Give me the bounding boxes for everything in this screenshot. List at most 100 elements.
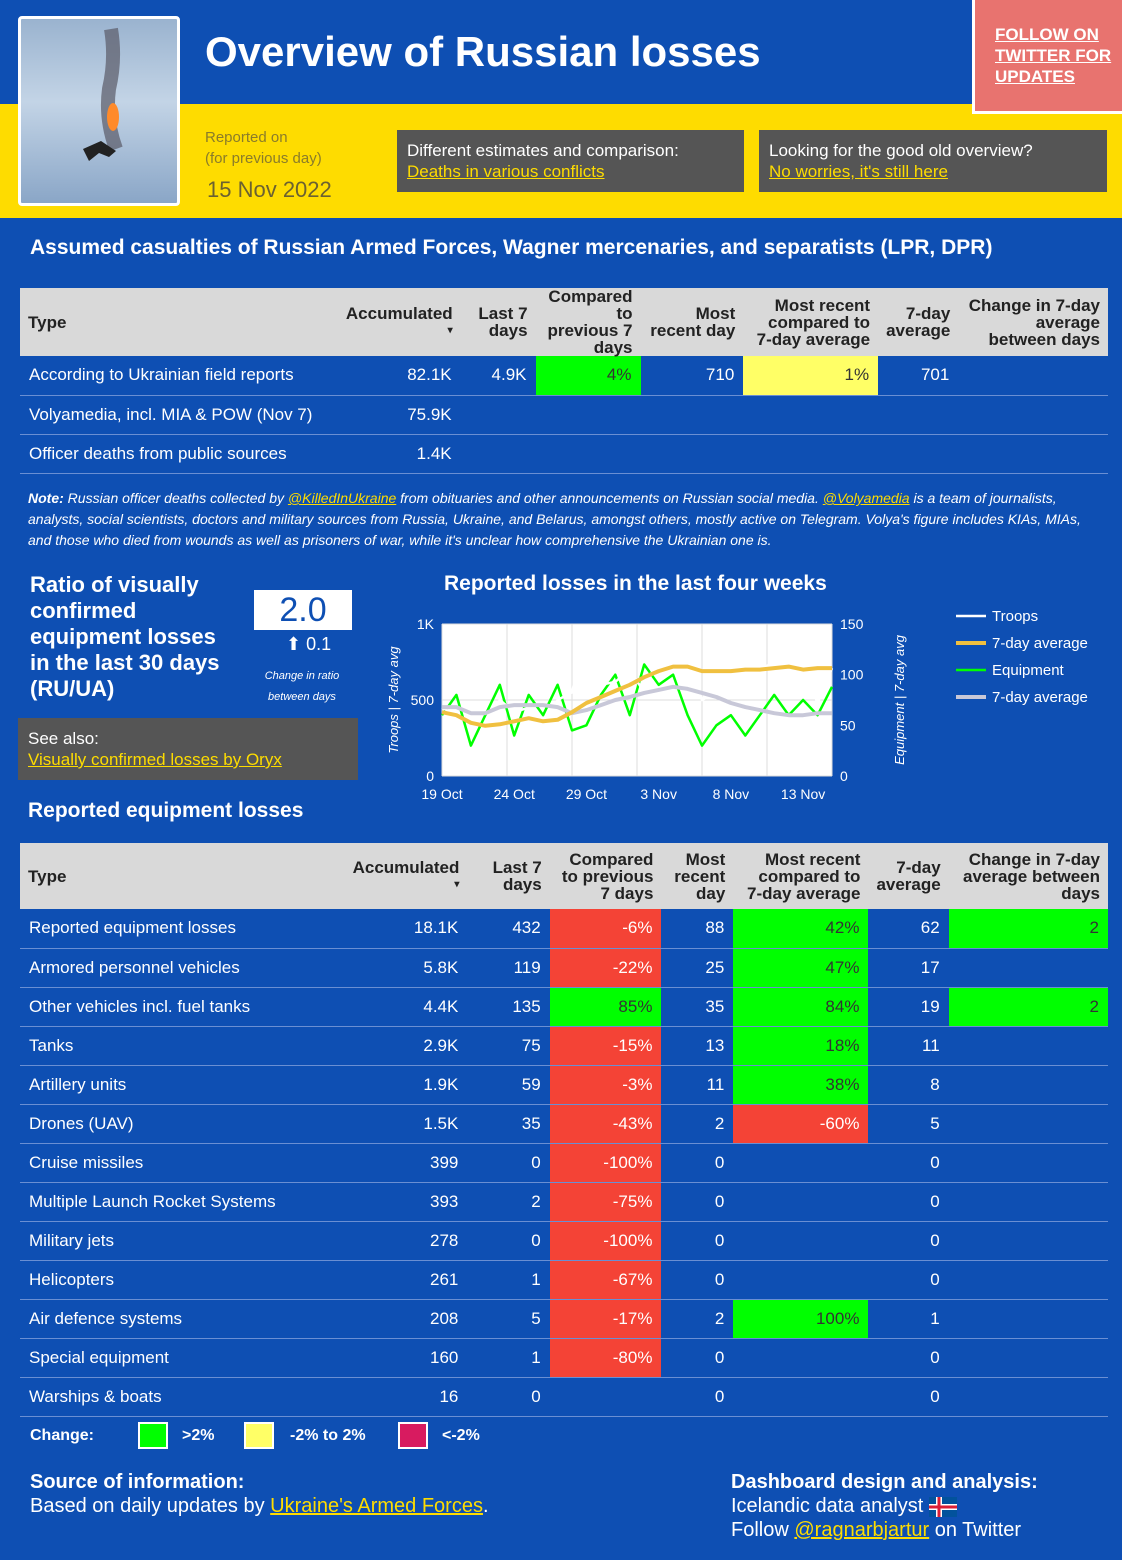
table-cell: -75%	[549, 1182, 662, 1222]
table-cell	[948, 948, 1108, 988]
page-title: Overview of Russian losses	[205, 28, 761, 75]
table-cell: -17%	[549, 1299, 662, 1339]
table-row: Artillery units 1.9K 59 -3% 11 38% 8	[20, 1065, 1108, 1105]
table-cell: 2	[661, 1299, 734, 1339]
table-row: Tanks 2.9K 75 -15% 13 18% 11	[20, 1026, 1108, 1066]
table-row: Drones (UAV) 1.5K 35 -43% 2 -60% 5	[20, 1104, 1108, 1144]
table-cell: 38%	[733, 1065, 869, 1105]
table-cell: 13	[661, 1026, 734, 1066]
source-section: Source of information: Based on daily up…	[30, 1471, 489, 1517]
table-cell: 2	[467, 1182, 550, 1222]
table-cell: Officer deaths from public sources	[20, 434, 338, 474]
table-cell: 0	[467, 1377, 550, 1417]
legend-label: Troops	[992, 608, 1038, 625]
table-row: Warships & boats 16 0 0 0	[20, 1377, 1108, 1417]
table-row: Helicopters 261 1 -67% 0 0	[20, 1260, 1108, 1300]
table-cell	[948, 1377, 1108, 1417]
table-cell: 1	[868, 1299, 949, 1339]
legend-green-swatch	[138, 1422, 168, 1449]
table-cell: 0	[661, 1143, 734, 1183]
table-cell: Other vehicles incl. fuel tanks	[20, 987, 345, 1027]
change-legend: Change: >2% -2% to 2% <-2%	[30, 1422, 500, 1452]
table-cell	[733, 1260, 869, 1300]
table-cell: Artillery units	[20, 1065, 345, 1105]
y-left-label: Troops | 7-day avg	[386, 646, 401, 754]
table-cell	[733, 1182, 869, 1222]
sort-icon[interactable]: ▾	[454, 879, 460, 890]
ratio-change: ⬆ 0.1	[286, 634, 332, 654]
ratio-title: Ratio of visually confirmed equipment lo…	[30, 572, 220, 701]
y-right-tick: 100	[840, 667, 864, 683]
table-cell: 2.9K	[344, 1026, 468, 1066]
table-cell: 75	[467, 1026, 550, 1066]
y-left-tick: 1K	[417, 616, 435, 632]
table-cell	[535, 434, 641, 474]
y-right-tick: 150	[840, 616, 864, 632]
table-cell	[549, 1377, 662, 1417]
table-row: Special equipment 160 1 -80% 0 0	[20, 1338, 1108, 1378]
table-cell: 11	[868, 1026, 949, 1066]
table-cell: 1	[467, 1338, 550, 1378]
table-cell: 18.1K	[344, 909, 468, 949]
table-cell: 1.4K	[337, 434, 461, 474]
table-cell: Special equipment	[20, 1338, 345, 1378]
table-cell: Reported equipment losses	[20, 909, 345, 949]
ratio-value: 2.0	[254, 590, 352, 630]
table-cell: 11	[661, 1065, 734, 1105]
y-left-tick: 500	[411, 692, 435, 708]
table-row: Officer deaths from public sources 1.4K	[20, 434, 1108, 474]
table-cell: 75.9K	[337, 395, 461, 435]
table-row: Cruise missiles 399 0 -100% 0 0	[20, 1143, 1108, 1183]
column-header[interactable]: Accumulated ▾	[337, 288, 461, 356]
table-cell: 16	[344, 1377, 468, 1417]
table-cell: -80%	[549, 1338, 662, 1378]
series-line-2	[440, 663, 834, 747]
table-cell	[958, 434, 1108, 474]
x-tick: 19 Oct	[421, 786, 462, 802]
table-cell: Armored personnel vehicles	[20, 948, 345, 988]
table-cell	[948, 1182, 1108, 1222]
table-row: Reported equipment losses 18.1K 432 -6% 88 42…	[20, 909, 1108, 949]
oryx-link[interactable]: Visually confirmed losses by Oryx	[28, 750, 282, 769]
table-cell: 19	[868, 987, 949, 1027]
table-cell: 0	[868, 1182, 949, 1222]
ragnarbjartur-link[interactable]: @ragnarbjartur	[794, 1519, 930, 1541]
table-cell	[948, 1026, 1108, 1066]
table-cell: 0	[661, 1182, 734, 1222]
table-cell	[733, 1221, 869, 1261]
table-cell	[948, 1104, 1108, 1144]
x-tick: 13 Nov	[781, 786, 825, 802]
table-cell: Helicopters	[20, 1260, 345, 1300]
table-row: Air defence systems 208 5 -17% 2 100% 1	[20, 1299, 1108, 1339]
note: Note: Russian officer deaths collected b…	[28, 490, 1081, 548]
column-header: 7-day average	[868, 843, 949, 909]
table-cell: 0	[868, 1143, 949, 1183]
x-tick: 24 Oct	[494, 786, 535, 802]
killedinukraine-link[interactable]: @KilledInUkraine	[287, 490, 397, 506]
table-cell: 1	[467, 1260, 550, 1300]
table-cell: 278	[344, 1221, 468, 1261]
old-overview-box: Looking for the good old overview? No wo…	[759, 130, 1107, 192]
y-left-tick: 0	[426, 768, 434, 784]
follow-link[interactable]: FOLLOW ON TWITTER FOR UPDATES	[995, 25, 1112, 86]
table-cell: -100%	[549, 1143, 662, 1183]
legend-label: Equipment	[992, 662, 1065, 679]
column-header: Most recent compared to 7-day average	[743, 288, 879, 356]
legend-label: 7-day average	[992, 689, 1088, 706]
table-cell: 25	[661, 948, 734, 988]
follow-twitter-button[interactable]: FOLLOW ON TWITTER FOR UPDATES	[972, 0, 1122, 114]
table-cell	[640, 395, 744, 435]
armed-forces-link[interactable]: Ukraine's Armed Forces	[270, 1495, 483, 1517]
table-row: Military jets 278 0 -100% 0 0	[20, 1221, 1108, 1261]
deaths-conflicts-link[interactable]: Deaths in various conflicts	[407, 162, 605, 181]
table-cell	[958, 395, 1108, 435]
column-header[interactable]: Accumulated ▾	[344, 843, 468, 909]
sort-icon[interactable]: ▾	[447, 325, 453, 336]
old-overview-link[interactable]: No worries, it's still here	[769, 162, 948, 181]
table-cell	[460, 434, 536, 474]
table-cell: 2	[948, 909, 1108, 949]
table-cell	[948, 1221, 1108, 1261]
estimates-box: Different estimates and comparison: Deat…	[397, 130, 744, 192]
volyamedia-link[interactable]: @Volyamedia	[822, 490, 910, 506]
table-cell: 393	[344, 1182, 468, 1222]
